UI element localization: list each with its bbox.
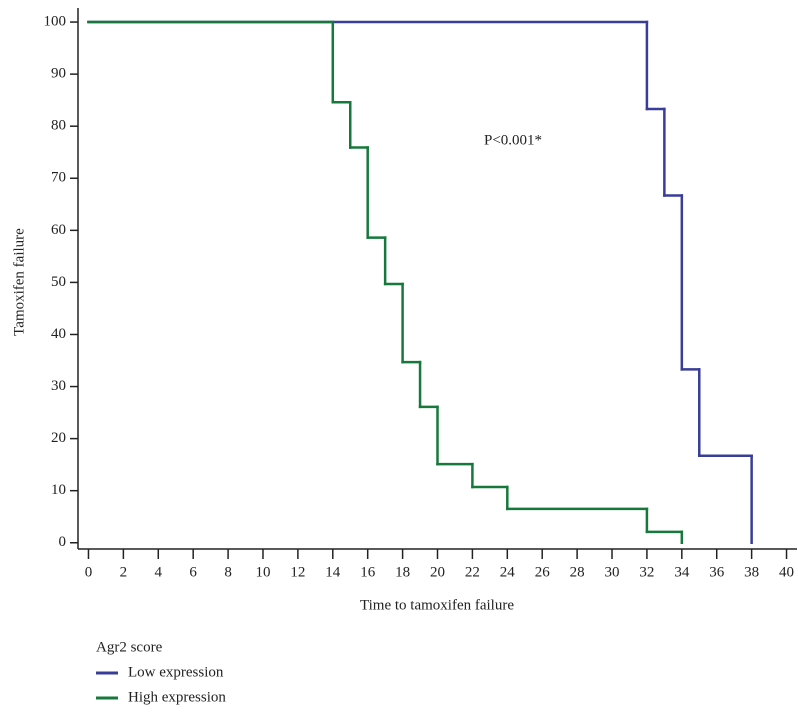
y-tick-label: 10 bbox=[51, 482, 66, 498]
y-tick-label: 80 bbox=[51, 118, 66, 134]
x-tick-label: 10 bbox=[255, 564, 270, 580]
x-tick-label: 20 bbox=[430, 564, 445, 580]
x-tick-label: 38 bbox=[744, 564, 759, 580]
y-tick-label: 20 bbox=[51, 430, 66, 446]
x-tick-label: 30 bbox=[605, 564, 620, 580]
x-tick-label: 24 bbox=[500, 564, 516, 580]
x-tick-label: 8 bbox=[224, 564, 232, 580]
x-axis-title: Time to tamoxifen failure bbox=[360, 597, 514, 613]
x-tick-label: 22 bbox=[465, 564, 480, 580]
x-tick-label: 6 bbox=[189, 564, 197, 580]
y-tick-label: 0 bbox=[59, 534, 67, 550]
x-tick-label: 26 bbox=[535, 564, 551, 580]
legend-label: High expression bbox=[128, 689, 226, 705]
x-tick-label: 2 bbox=[120, 564, 128, 580]
annotation: P<0.001* bbox=[484, 132, 542, 148]
y-tick-label: 50 bbox=[51, 274, 66, 290]
y-tick-label: 60 bbox=[51, 222, 66, 238]
x-tick-label: 36 bbox=[709, 564, 725, 580]
x-tick-label: 12 bbox=[290, 564, 305, 580]
x-tick-label: 18 bbox=[395, 564, 410, 580]
x-tick-label: 4 bbox=[155, 564, 163, 580]
x-tick-label: 34 bbox=[674, 564, 690, 580]
y-tick-label: 40 bbox=[51, 326, 66, 342]
legend-label: Low expression bbox=[128, 664, 224, 680]
x-tick-label: 32 bbox=[639, 564, 654, 580]
x-tick-label: 0 bbox=[85, 564, 93, 580]
x-tick-label: 16 bbox=[360, 564, 376, 580]
y-axis-title: Tamoxifen failure bbox=[11, 228, 27, 336]
y-tick-label: 30 bbox=[51, 378, 66, 394]
y-tick-label: 100 bbox=[44, 13, 67, 29]
legend-title: Agr2 score bbox=[96, 639, 163, 655]
x-tick-label: 28 bbox=[570, 564, 585, 580]
y-tick-label: 90 bbox=[51, 66, 66, 82]
x-tick-label: 40 bbox=[779, 564, 794, 580]
x-tick-label: 14 bbox=[325, 564, 341, 580]
y-tick-label: 70 bbox=[51, 170, 66, 186]
